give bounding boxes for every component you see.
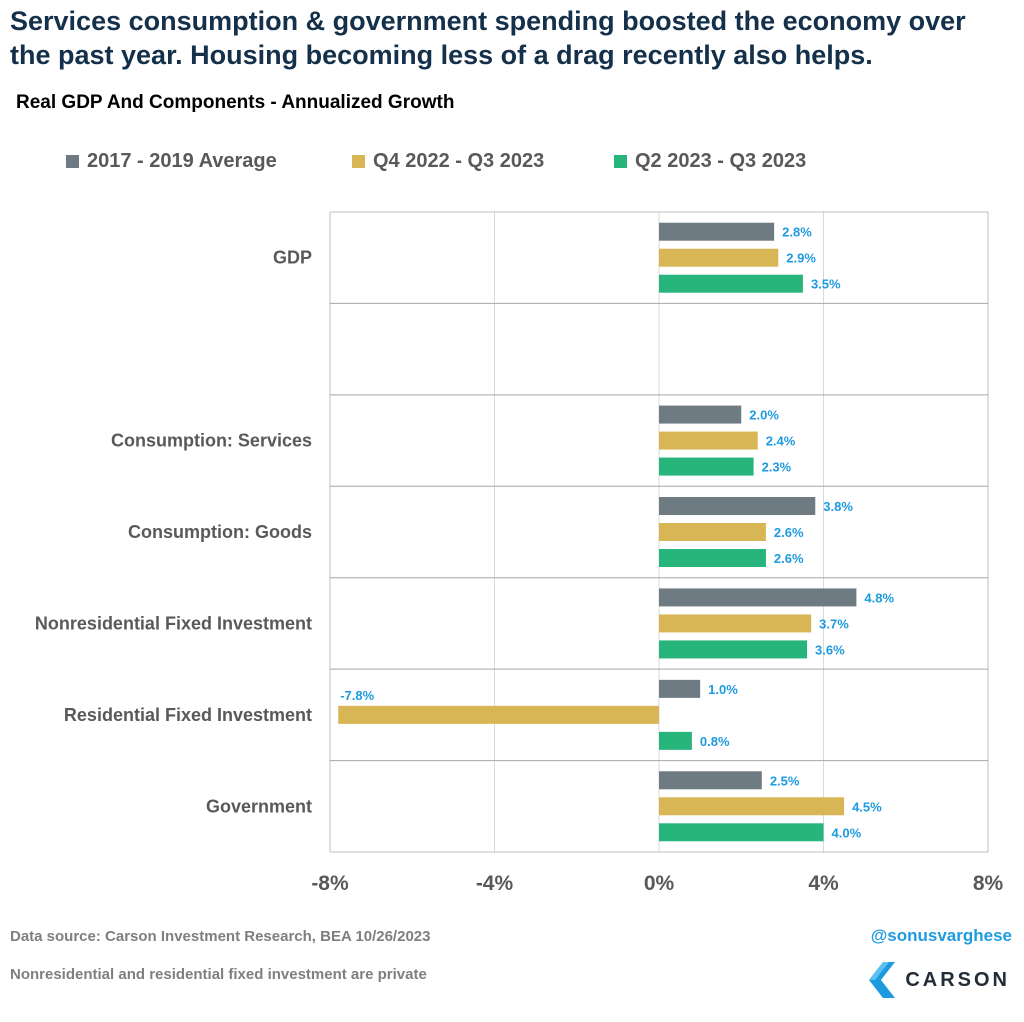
x-tick-label-4: 8%	[973, 872, 1004, 895]
bar-4-1	[659, 614, 812, 633]
data-source-note: Data source: Carson Investment Research,…	[10, 928, 431, 945]
bar-chart: GDP 2.8% 2.9% 3.5% Consumption: Services 2.0%…	[35, 211, 1004, 895]
bar-5-2	[659, 731, 692, 750]
legend-item-2017-2019-average: 2017 - 2019 Average	[66, 150, 277, 173]
bar-2-0	[659, 405, 742, 424]
x-tick-label-0: -8%	[311, 872, 349, 895]
bar-4-2	[659, 640, 808, 659]
bar-3-0	[659, 497, 816, 515]
data-label-3-0: 3.8%	[823, 499, 853, 514]
x-tick-label-2: 0%	[644, 872, 675, 895]
data-label-0-0: 2.8%	[782, 225, 812, 240]
data-label-2-1: 2.4%	[766, 434, 796, 449]
category-label-5: Residential Fixed Investment	[64, 705, 312, 725]
bar-2-1	[659, 431, 758, 450]
category-label-0: GDP	[273, 248, 312, 268]
data-label-4-2: 3.6%	[815, 642, 845, 657]
data-label-3-2: 2.6%	[774, 551, 804, 566]
x-tick-label-3: 4%	[808, 872, 839, 895]
data-label-5-0: 1.0%	[708, 682, 738, 697]
carson-logo-text: CARSON	[905, 968, 1010, 991]
bar-3-1	[659, 523, 766, 541]
data-label-0-2: 3.5%	[811, 277, 841, 292]
data-label-6-2: 4.0%	[832, 825, 862, 840]
bar-0-2	[659, 274, 803, 293]
legend-swatch-q2-2023-q3-2023	[614, 155, 627, 168]
legend-swatch-q4-2022-q3-2023	[352, 155, 365, 168]
data-label-3-1: 2.6%	[774, 525, 804, 540]
bar-6-0	[659, 771, 762, 790]
data-label-4-0: 4.8%	[864, 590, 894, 605]
legend-label-q4-2022-q3-2023: Q4 2022 - Q3 2023	[373, 150, 545, 172]
data-label-2-2: 2.3%	[762, 460, 792, 475]
carson-logo: CARSON	[869, 962, 1010, 998]
bar-3-2	[659, 549, 766, 567]
data-label-4-1: 3.7%	[819, 616, 849, 631]
bar-0-0	[659, 222, 775, 241]
legend-swatch-2017-2019-average	[66, 155, 79, 168]
legend-label-q2-2023-q3-2023: Q2 2023 - Q3 2023	[635, 150, 807, 172]
legend-item-q2-2023-q3-2023: Q2 2023 - Q3 2023	[614, 150, 806, 173]
chart-title: Real GDP And Components - Annualized Gro…	[16, 92, 455, 113]
data-label-2-0: 2.0%	[749, 408, 779, 423]
bar-2-2	[659, 457, 754, 476]
data-label-5-1: -7.8%	[340, 688, 374, 703]
bar-6-1	[659, 797, 845, 816]
category-label-6: Government	[206, 796, 312, 816]
category-label-4: Nonresidential Fixed Investment	[35, 613, 312, 633]
bar-0-1	[659, 248, 779, 267]
bar-4-0	[659, 588, 857, 607]
legend: 2017 - 2019 Average Q4 2022 - Q3 2023 Q2…	[0, 150, 1024, 176]
legend-item-q4-2022-q3-2023: Q4 2022 - Q3 2023	[352, 150, 544, 173]
data-label-6-0: 2.5%	[770, 773, 800, 788]
bar-5-1	[338, 705, 659, 724]
data-label-0-1: 2.9%	[786, 251, 816, 266]
category-label-2: Consumption: Services	[111, 431, 312, 451]
legend-label-2017-2019-average: 2017 - 2019 Average	[87, 150, 277, 172]
x-tick-label-1: -4%	[476, 872, 514, 895]
category-label-3: Consumption: Goods	[128, 522, 312, 542]
bar-6-2	[659, 823, 824, 842]
data-label-6-1: 4.5%	[852, 799, 882, 814]
carson-logo-icon	[869, 962, 896, 998]
data-label-5-2: 0.8%	[700, 734, 730, 749]
footnote: Nonresidential and residential fixed inv…	[10, 966, 427, 983]
headline: Services consumption & government spendi…	[10, 6, 966, 70]
twitter-handle-link[interactable]: @sonusvarghese	[870, 926, 1012, 945]
bar-5-0	[659, 679, 701, 698]
